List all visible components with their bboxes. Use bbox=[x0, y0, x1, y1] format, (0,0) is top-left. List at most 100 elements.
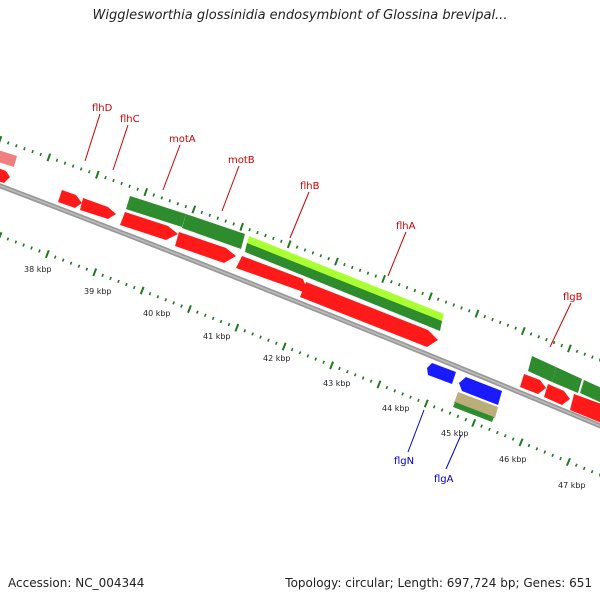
minor-tick bbox=[259, 335, 262, 339]
inner-tick-ring bbox=[0, 231, 600, 477]
gene-label-flgN: flgN bbox=[394, 456, 414, 467]
minor-tick bbox=[101, 273, 104, 277]
minor-tick bbox=[338, 366, 341, 371]
minor-tick bbox=[322, 360, 325, 364]
minor-tick bbox=[109, 276, 112, 281]
minor-tick bbox=[582, 466, 586, 471]
major-tick bbox=[95, 170, 100, 179]
minor-tick bbox=[267, 338, 270, 342]
kbp-label: 46 kbp bbox=[499, 455, 527, 464]
minor-tick bbox=[343, 262, 346, 267]
minor-tick bbox=[575, 349, 579, 353]
minor-tick bbox=[39, 152, 42, 157]
gene-feature-blue bbox=[459, 377, 502, 405]
gene-feature-green bbox=[245, 243, 442, 331]
minor-tick bbox=[506, 323, 510, 327]
minor-tick bbox=[460, 306, 463, 310]
minor-tick bbox=[31, 149, 34, 154]
minor-tick bbox=[156, 295, 160, 299]
summary-text: Topology: circular; Length: 697,724 bp; … bbox=[285, 576, 592, 590]
major-tick bbox=[520, 326, 526, 336]
minor-tick bbox=[216, 216, 220, 220]
minor-tick bbox=[63, 161, 67, 165]
gene-label-motA: motA bbox=[169, 134, 196, 145]
minor-tick bbox=[350, 265, 354, 270]
minor-tick bbox=[583, 352, 587, 356]
minor-tick bbox=[311, 251, 315, 255]
minor-tick bbox=[464, 417, 468, 422]
minor-tick bbox=[71, 164, 75, 168]
motA-leader-line bbox=[162, 144, 181, 191]
flhB-leader-line bbox=[289, 191, 310, 239]
minor-tick bbox=[369, 379, 373, 383]
minor-tick bbox=[591, 355, 594, 359]
minor-tick bbox=[444, 300, 448, 304]
minor-tick bbox=[432, 405, 436, 409]
motB-leader-line bbox=[221, 165, 240, 212]
minor-tick bbox=[224, 219, 227, 223]
major-tick bbox=[334, 257, 339, 266]
minor-tick bbox=[358, 268, 362, 272]
minor-tick bbox=[38, 249, 41, 253]
minor-tick bbox=[353, 373, 357, 377]
gene-feature-green bbox=[580, 380, 600, 403]
kbp-label: 42 kbp bbox=[263, 354, 291, 363]
minor-tick bbox=[503, 434, 507, 438]
gene-label-flhC: flhC bbox=[120, 114, 140, 125]
minor-tick bbox=[290, 347, 294, 352]
minor-tick bbox=[180, 304, 183, 308]
minor-tick bbox=[15, 144, 18, 148]
minor-tick bbox=[227, 322, 231, 327]
accession-text: Accession: NC_004344 bbox=[8, 576, 145, 590]
flhA-leader-line bbox=[387, 231, 407, 277]
gene-feature-green bbox=[528, 356, 556, 382]
minor-tick bbox=[251, 332, 254, 336]
gene-feature bbox=[120, 212, 178, 240]
minor-tick bbox=[559, 456, 562, 461]
gene-features bbox=[0, 150, 600, 423]
gene-feature-pink bbox=[0, 150, 17, 167]
minor-tick bbox=[128, 184, 131, 188]
minor-tick bbox=[574, 463, 578, 467]
flgB-leader-line bbox=[549, 302, 572, 348]
minor-tick bbox=[448, 411, 452, 415]
major-tick bbox=[428, 292, 433, 301]
minor-tick bbox=[511, 437, 515, 441]
minor-tick bbox=[172, 301, 175, 305]
gene-feature bbox=[300, 282, 438, 347]
minor-tick bbox=[390, 280, 393, 284]
kbp-label: 40 kbp bbox=[143, 309, 171, 318]
minor-tick bbox=[30, 246, 33, 250]
minor-tick bbox=[79, 167, 83, 171]
gene-feature-green bbox=[453, 402, 494, 422]
minor-tick bbox=[346, 370, 349, 374]
major-tick bbox=[474, 309, 480, 318]
minor-tick bbox=[498, 320, 502, 325]
major-tick bbox=[423, 399, 429, 408]
minor-tick bbox=[483, 314, 487, 319]
minor-tick bbox=[61, 258, 65, 262]
kbp-label: 44 kbp bbox=[382, 404, 410, 413]
major-tick bbox=[239, 222, 244, 231]
minor-tick bbox=[275, 341, 278, 345]
gene-feature bbox=[58, 190, 82, 208]
major-tick bbox=[286, 240, 292, 249]
outer-tick-ring bbox=[0, 135, 600, 362]
minor-tick bbox=[77, 264, 81, 268]
minor-tick bbox=[514, 326, 517, 330]
minor-tick bbox=[196, 310, 199, 314]
minor-tick bbox=[125, 282, 128, 287]
minor-tick bbox=[552, 340, 556, 345]
minor-tick bbox=[6, 141, 10, 145]
minor-tick bbox=[117, 279, 120, 284]
minor-tick bbox=[374, 274, 378, 278]
map-title: Wigglesworthia glossinidia endosymbiont … bbox=[92, 8, 508, 23]
minor-tick bbox=[385, 385, 389, 390]
gene-feature-green bbox=[182, 214, 245, 249]
gene-feature bbox=[570, 394, 600, 423]
gene-feature bbox=[0, 168, 10, 183]
gene-label-motB: motB bbox=[228, 155, 255, 166]
minor-tick bbox=[104, 175, 107, 180]
major-tick bbox=[471, 418, 477, 427]
minor-tick bbox=[272, 236, 275, 241]
